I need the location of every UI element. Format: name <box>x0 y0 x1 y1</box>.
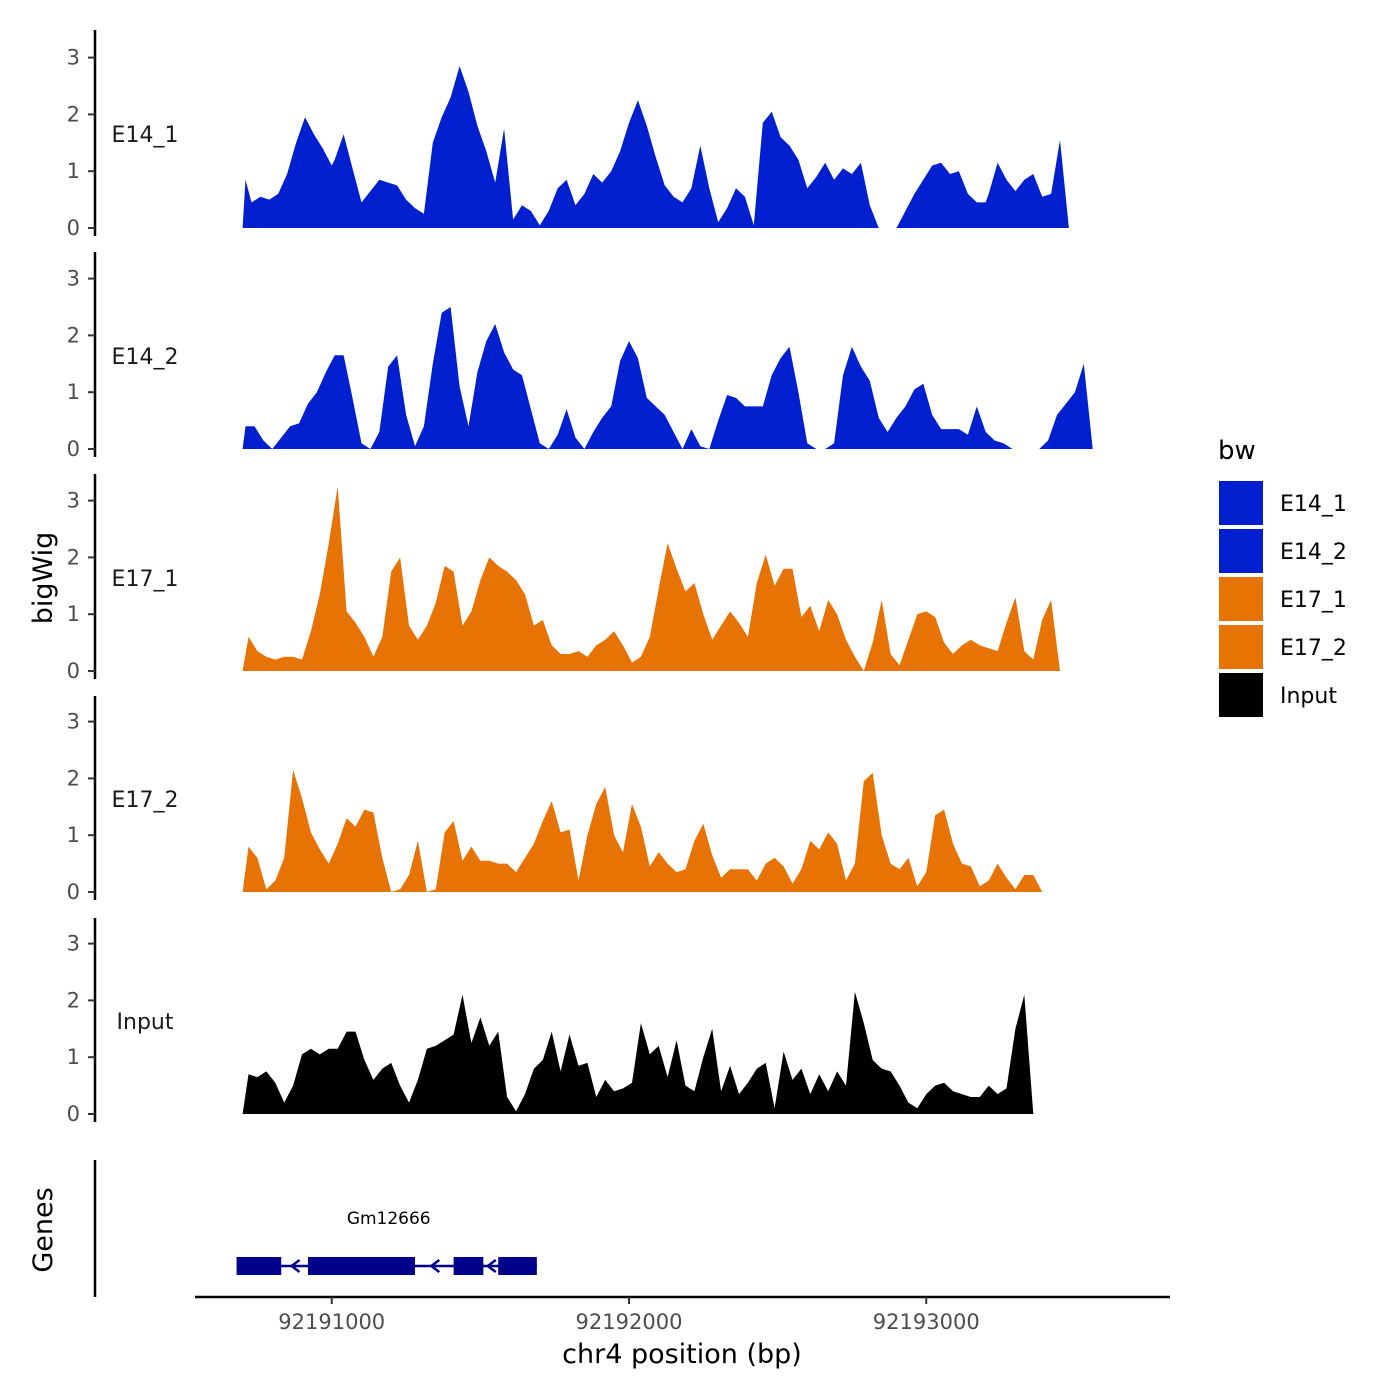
legend-key <box>1217 623 1265 671</box>
y-tick-label: 0 <box>67 880 80 904</box>
legend-title: bw <box>1218 436 1256 466</box>
y-tick-label: 3 <box>67 267 80 291</box>
track-label-input: Input <box>117 1010 174 1035</box>
signal-tracks: 0 1 2 3 0 1 2 3 0 1 2 3 0 1 2 3 0 1 2 3 <box>67 30 1135 1126</box>
gene-exon <box>498 1257 537 1275</box>
signal-area <box>242 769 1135 892</box>
y-tick-label: 1 <box>67 1045 80 1069</box>
legend: bw E14_1 E14_2 E17_1 E17_2 Input <box>1217 436 1347 719</box>
track-e17-2: 0 1 2 3 <box>67 696 1135 904</box>
y-tick-label: 3 <box>67 46 80 70</box>
legend-key <box>1217 575 1265 623</box>
signal-area <box>242 307 1135 449</box>
legend-label: E17_1 <box>1280 588 1347 613</box>
y-tick-label: 1 <box>67 159 80 183</box>
legend-label: Input <box>1280 684 1337 709</box>
x-tick-label: 92191000 <box>278 1310 385 1334</box>
legend-key <box>1217 671 1265 719</box>
gene-exon <box>453 1257 484 1275</box>
legend-label: E14_2 <box>1280 540 1347 565</box>
track-label-e14-2: E14_2 <box>112 345 179 370</box>
signal-area <box>242 66 1135 228</box>
y-tick-label: 1 <box>67 602 80 626</box>
y-tick-label: 2 <box>67 102 80 126</box>
gene-exon <box>236 1257 282 1275</box>
x-axis: 92191000 92192000 92193000 chr4 position (… <box>195 1295 1170 1370</box>
genes-panel: Genes Gm12666 <box>28 1160 537 1297</box>
track-e14-2: 0 1 2 3 <box>67 252 1135 461</box>
x-tick-label: 92192000 <box>576 1310 683 1334</box>
track-e14-1: 0 1 2 3 <box>67 30 1135 240</box>
x-tick-label: 92193000 <box>873 1310 980 1334</box>
track-labels: E14_1 E14_2 E17_1 E17_2 Input <box>112 123 179 1035</box>
signal-area <box>242 991 1135 1114</box>
y-tick-label: 3 <box>67 489 80 513</box>
gene-gm12666: Gm12666 <box>236 1209 537 1275</box>
y-axis-title: bigWig <box>28 532 59 625</box>
track-label-e17-1: E17_1 <box>112 567 179 592</box>
track-input: 0 1 2 3 <box>67 918 1135 1126</box>
y-tick-label: 1 <box>67 823 80 847</box>
strand-arrow <box>289 1259 301 1273</box>
track-e17-1: 0 1 2 3 <box>67 474 1135 683</box>
y-tick-label: 1 <box>67 380 80 404</box>
y-tick-label: 2 <box>67 766 80 790</box>
y-tick-label: 3 <box>67 932 80 956</box>
y-tick-label: 2 <box>67 323 80 347</box>
y-tick-label: 2 <box>67 988 80 1012</box>
y-tick-label: 0 <box>67 216 80 240</box>
legend-key <box>1217 527 1265 575</box>
strand-arrow <box>429 1259 441 1273</box>
legend-label: E14_1 <box>1280 492 1347 517</box>
track-label-e17-2: E17_2 <box>112 788 179 813</box>
legend-label: E17_2 <box>1280 636 1347 661</box>
gene-label: Gm12666 <box>347 1209 431 1229</box>
y-tick-label: 3 <box>67 710 80 734</box>
x-axis-ticks: 92191000 92192000 92193000 <box>278 1297 980 1334</box>
track-label-e14-1: E14_1 <box>112 123 179 148</box>
genes-axis-title: Genes <box>28 1187 59 1272</box>
legend-key <box>1217 479 1265 527</box>
signal-area <box>242 486 1135 671</box>
gene-exon <box>307 1257 415 1275</box>
y-tick-label: 0 <box>67 1102 80 1126</box>
x-axis-title: chr4 position (bp) <box>562 1339 802 1370</box>
strand-arrow <box>485 1259 497 1273</box>
gene-model-layer: Gm12666 <box>236 1209 537 1275</box>
y-tick-label: 0 <box>67 437 80 461</box>
y-tick-label: 2 <box>67 545 80 569</box>
y-tick-label: 0 <box>67 659 80 683</box>
